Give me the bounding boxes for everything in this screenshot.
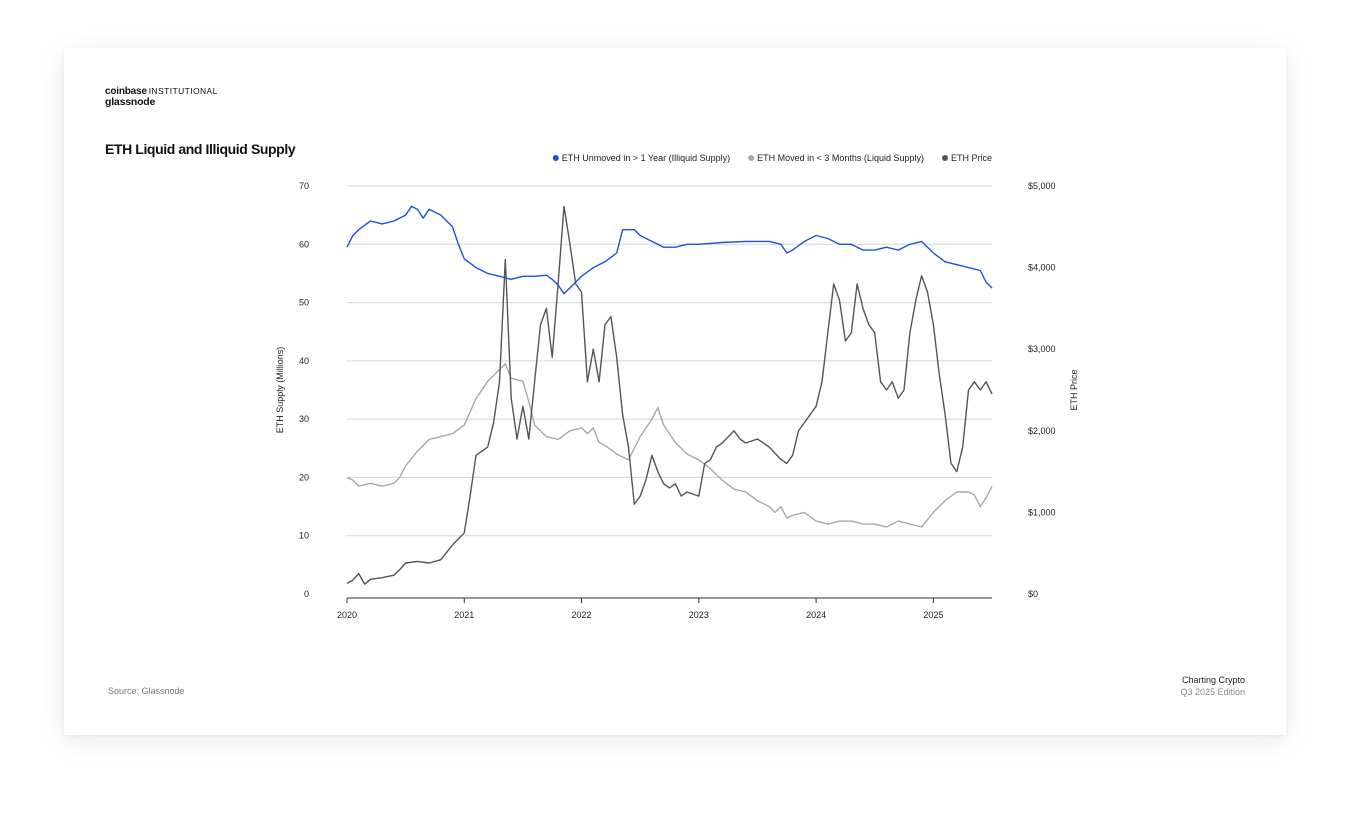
x-tick-label: 2025 <box>923 610 943 620</box>
y-tick-label: 50 <box>299 298 309 308</box>
y-tick-label: 40 <box>299 356 309 366</box>
legend-marker <box>552 155 559 161</box>
x-tick-label: 2024 <box>806 610 826 620</box>
brand-institutional: INSTITUTIONAL <box>148 86 218 96</box>
y2-tick-label: $1,000 <box>1028 507 1056 517</box>
y-tick-label: 20 <box>299 472 309 482</box>
y-tick-label: 70 <box>299 181 309 191</box>
brand-coinbase: coinbase <box>105 86 147 97</box>
legend-label: ETH Price <box>951 153 992 163</box>
source-note: Source: Glassnode <box>108 686 185 696</box>
chart-title: ETH Liquid and Illiquid Supply <box>105 141 296 157</box>
series-eth-price <box>346 205 993 585</box>
line-chart: 0 10 20 30 40 50 60 70 $0 $1,000 $2,000 $3,000 $4,00… <box>275 153 1079 620</box>
y2-tick-label: $0 <box>1028 589 1038 599</box>
y-axis-title: ETH Supply (Millions) <box>275 347 285 434</box>
y2-tick-label: $5,000 <box>1028 181 1056 191</box>
y2-tick-label: $3,000 <box>1028 344 1056 354</box>
legend-label: ETH Unmoved in > 1 Year (Illiquid Supply… <box>562 153 730 163</box>
brand-logo: coinbase INSTITUTIONAL glassnode <box>105 86 218 108</box>
series-illiquid-supply <box>346 205 993 295</box>
legend-marker <box>941 155 948 161</box>
edition-label: Q3 2025 Edition <box>1180 687 1245 697</box>
edition-footer: Charting Crypto Q3 2025 Edition <box>1180 674 1245 698</box>
x-tick-label: 2021 <box>454 610 474 620</box>
y-tick-label: 0 <box>304 589 309 599</box>
y-tick-label: 30 <box>299 414 309 424</box>
series-liquid-supply <box>346 363 993 528</box>
y2-tick-label: $4,000 <box>1028 263 1056 273</box>
brand-glassnode: glassnode <box>105 96 156 108</box>
legend-label: ETH Moved in < 3 Months (Liquid Supply) <box>757 153 924 163</box>
y-tick-label: 10 <box>299 531 309 541</box>
chart-card: coinbase INSTITUTIONAL glassnode ETH Liqu… <box>64 48 1286 735</box>
y2-axis-title: ETH Price <box>1069 369 1079 410</box>
x-tick-label: 2020 <box>337 610 357 620</box>
y-tick-label: 60 <box>299 239 309 249</box>
y2-tick-label: $2,000 <box>1028 426 1056 436</box>
x-tick-label: 2023 <box>689 610 709 620</box>
publication-name: Charting Crypto <box>1181 675 1245 685</box>
legend-marker <box>748 155 755 161</box>
x-tick-label: 2022 <box>572 610 592 620</box>
